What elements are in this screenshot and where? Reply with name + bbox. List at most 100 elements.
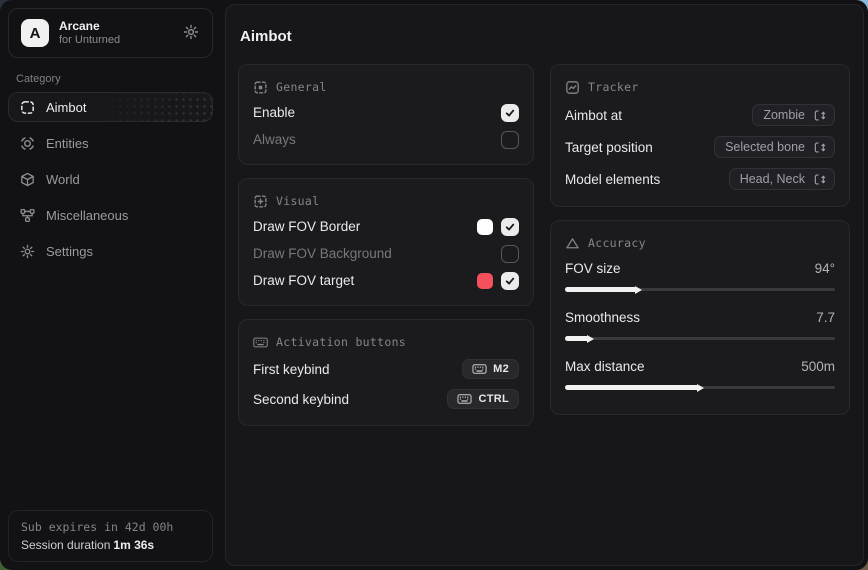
row-label-first-keybind: First keybind xyxy=(253,361,330,377)
row-controls: Zombie xyxy=(752,104,835,126)
row-label-target-position: Target position xyxy=(565,139,653,155)
slider-label-smoothness: Smoothness xyxy=(565,310,641,325)
sidebar-item-label: Miscellaneous xyxy=(46,207,129,223)
select-row: Aimbot at Zombie xyxy=(565,99,835,131)
cube-icon xyxy=(20,172,35,187)
settings-gear-button[interactable] xyxy=(182,24,200,42)
select-button-model-elements[interactable]: Head, Neck xyxy=(728,168,835,190)
slider-track xyxy=(565,337,835,340)
select-icon xyxy=(813,173,826,186)
select-row: Target position Selected bone xyxy=(565,131,835,163)
keyboard-icon xyxy=(472,364,487,374)
slider-thumb[interactable] xyxy=(586,334,594,343)
color-swatch-draw-fov-border[interactable] xyxy=(477,218,493,235)
slider-label-row: Smoothness 7.7 xyxy=(565,305,835,330)
slider-thumb[interactable] xyxy=(697,383,705,392)
sub-expires-text: Sub expires in 42d 00h xyxy=(21,520,174,534)
slider-track xyxy=(565,288,835,291)
row-label-draw-fov-background: Draw FOV Background xyxy=(253,246,392,261)
sidebar-item-label: Entities xyxy=(46,135,89,151)
card-general: General Enable Always xyxy=(238,64,534,165)
toggle-row: Draw FOV Border xyxy=(253,213,519,240)
card-tracker-rows: Aimbot at Zombie Target position Selected b… xyxy=(565,99,835,195)
slider-group-smoothness: Smoothness 7.7 xyxy=(565,305,835,344)
row-controls xyxy=(477,271,519,290)
slider-value-max-distance: 500m xyxy=(801,359,835,374)
card-visual-header: Visual xyxy=(253,189,519,213)
chart-icon xyxy=(565,80,580,95)
crosshair-icon xyxy=(20,100,35,115)
select-button-aimbot-at[interactable]: Zombie xyxy=(752,104,835,126)
card-activation: Activation buttons First keybind M2 Second… xyxy=(238,319,534,426)
sidebar-item-settings[interactable]: Settings xyxy=(8,236,213,266)
gear-icon xyxy=(183,24,199,40)
session-duration-text: Session duration 1m 36s xyxy=(21,538,200,552)
slider-thumb[interactable] xyxy=(635,285,643,294)
sidebar: A Arcane for Unturned Category Aimbot Ent… xyxy=(0,0,221,570)
row-controls: Head, Neck xyxy=(728,168,835,190)
card-visual: Visual Draw FOV Border Draw FOV Backgroun… xyxy=(238,178,534,306)
row-label-draw-fov-target: Draw FOV target xyxy=(253,273,355,288)
triangle-icon xyxy=(565,236,580,251)
checkbox-draw-fov-border[interactable] xyxy=(501,217,519,236)
row-controls: CTRL xyxy=(447,389,519,409)
slider-fov-size[interactable] xyxy=(565,283,835,295)
card-activation-header: Activation buttons xyxy=(253,330,519,354)
slider-label-row: FOV size 94° xyxy=(565,256,835,281)
slider-label-fov-size: FOV size xyxy=(565,261,621,276)
checkbox-enable[interactable] xyxy=(501,103,519,122)
card-accuracy-title: Accuracy xyxy=(588,236,646,250)
sidebar-item-label: Settings xyxy=(46,243,93,259)
scan-icon xyxy=(20,136,35,151)
row-label-second-keybind: Second keybind xyxy=(253,391,350,407)
select-button-target-position[interactable]: Selected bone xyxy=(714,136,835,158)
card-accuracy-rows: FOV size 94° Smoothness 7.7 Max distance 500m xyxy=(565,256,835,393)
sidebar-item-entities[interactable]: Entities xyxy=(8,128,213,158)
keyboard-icon xyxy=(457,394,473,404)
category-label: Category xyxy=(16,73,61,85)
row-label-model-elements: Model elements xyxy=(565,171,661,187)
checkbox-draw-fov-target[interactable] xyxy=(501,271,519,290)
sidebar-item-aimbot[interactable]: Aimbot xyxy=(8,92,213,122)
gear-icon xyxy=(20,244,35,259)
row-controls xyxy=(501,103,519,122)
slider-fill xyxy=(565,383,705,392)
slider-max-distance[interactable] xyxy=(565,381,835,393)
page-title: Aimbot xyxy=(240,28,292,45)
card-tracker: Tracker Aimbot at Zombie Target position Se… xyxy=(550,64,850,207)
sidebar-item-label: Aimbot xyxy=(46,99,87,115)
select-icon xyxy=(813,109,826,122)
card-visual-title: Visual xyxy=(276,194,320,208)
slider-label-row: Max distance 500m xyxy=(565,354,835,379)
sidebar-item-world[interactable]: World xyxy=(8,164,213,194)
row-controls xyxy=(501,244,519,263)
color-swatch-draw-fov-target[interactable] xyxy=(477,272,493,289)
toggle-row: Always xyxy=(253,126,519,153)
checkbox-always[interactable] xyxy=(501,130,519,149)
slider-group-max-distance: Max distance 500m xyxy=(565,354,835,393)
row-controls xyxy=(501,130,519,149)
app-header-card: A Arcane for Unturned xyxy=(8,8,213,58)
app-logo: A xyxy=(21,19,49,47)
row-controls xyxy=(477,217,519,236)
row-label-draw-fov-border: Draw FOV Border xyxy=(253,219,361,234)
slider-smoothness[interactable] xyxy=(565,332,835,344)
sidebar-item-miscellaneous[interactable]: Miscellaneous xyxy=(8,200,213,230)
keyboard-icon xyxy=(253,335,268,350)
row-label-enable: Enable xyxy=(253,105,296,120)
card-general-header: General xyxy=(253,75,519,99)
keybind-button-first-keybind[interactable]: M2 xyxy=(462,359,519,379)
image-dots-icon xyxy=(253,194,268,209)
toggle-row: Draw FOV Background xyxy=(253,240,519,267)
app-name: Arcane xyxy=(59,18,100,33)
card-general-title: General xyxy=(276,80,327,94)
card-visual-rows: Draw FOV Border Draw FOV Background Draw F… xyxy=(253,213,519,294)
slider-value-smoothness: 7.7 xyxy=(816,310,835,325)
checkbox-draw-fov-background[interactable] xyxy=(501,244,519,263)
left-column: General Enable Always Visual Draw FOV Bor… xyxy=(238,64,534,439)
keybind-button-second-keybind[interactable]: CTRL xyxy=(447,389,519,409)
toggle-row: Enable xyxy=(253,99,519,126)
card-accuracy-header: Accuracy xyxy=(565,231,835,255)
select-value: Selected bone xyxy=(725,140,805,154)
